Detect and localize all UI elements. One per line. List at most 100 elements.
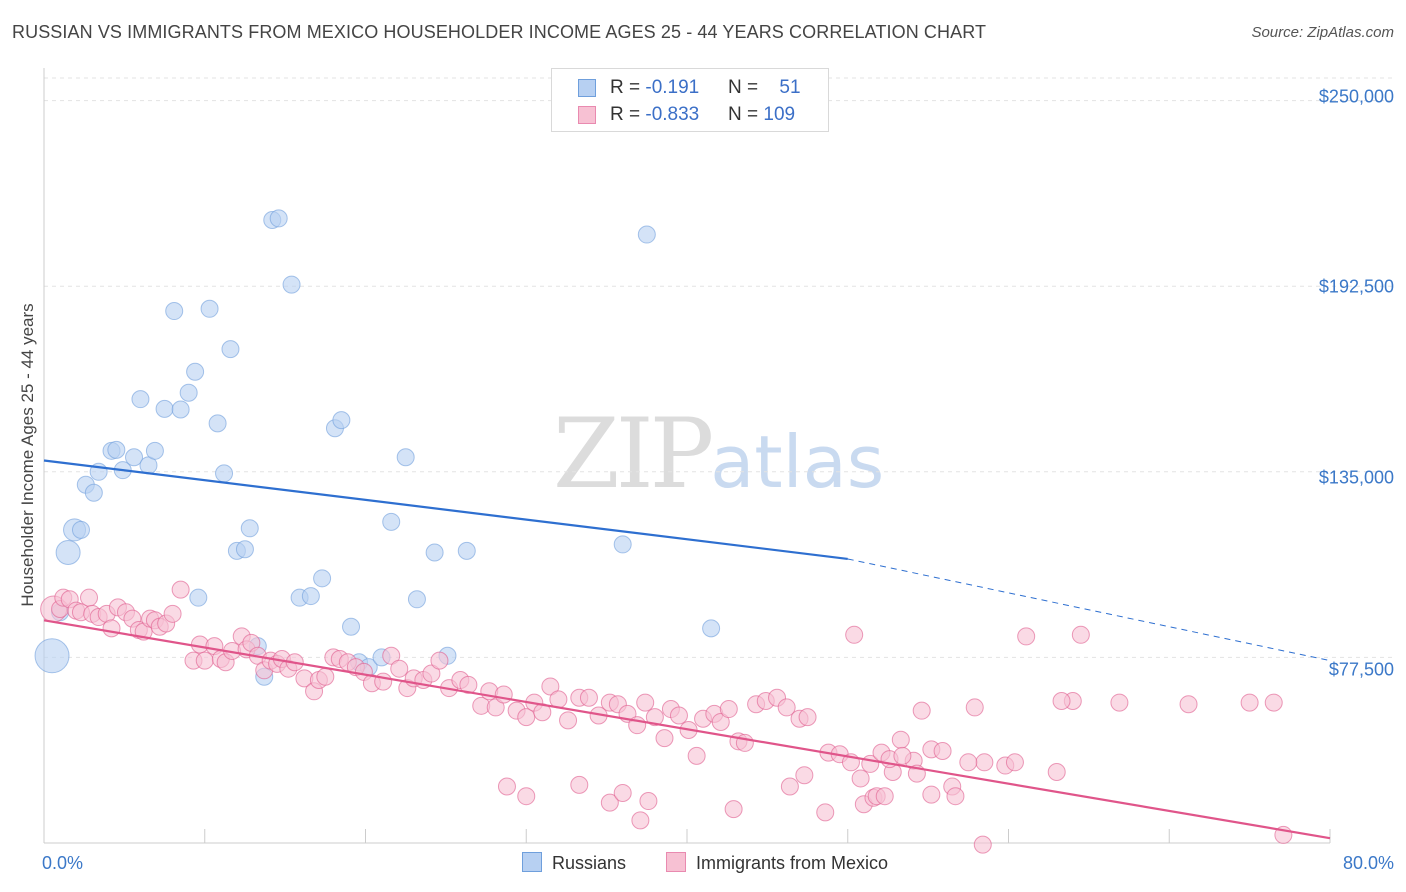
mexico-point xyxy=(316,667,335,686)
mexico-point xyxy=(1005,753,1024,772)
watermark-zip: ZIP xyxy=(553,398,714,510)
mexico-point xyxy=(1240,693,1259,712)
russians-point xyxy=(407,590,426,609)
mexico-point xyxy=(946,787,965,806)
mexico-point xyxy=(891,730,910,749)
mexico-point xyxy=(486,698,505,717)
mexico-point xyxy=(631,811,650,830)
legend-n-label: N = xyxy=(728,77,764,98)
legend-n-value: 109 xyxy=(763,104,796,125)
mexico-point xyxy=(780,777,799,796)
watermark: ZIPatlas xyxy=(553,398,884,510)
mexico-point xyxy=(959,753,978,772)
mexico-point xyxy=(382,646,401,665)
y-axis-label: Householder Income Ages 25 - 44 years xyxy=(18,303,37,607)
legend-swatch-russians xyxy=(578,79,596,97)
russians-point xyxy=(165,302,184,321)
legend-swatch-mexico xyxy=(578,106,596,124)
mexico-point xyxy=(570,775,589,794)
chart-title: RUSSIAN VS IMMIGRANTS FROM MEXICO HOUSEH… xyxy=(12,22,987,42)
mexico-point xyxy=(1179,695,1198,714)
x-tick-label: 0.0% xyxy=(42,853,84,873)
mexico-point xyxy=(1071,625,1090,644)
mexico-point xyxy=(494,685,513,704)
mexico-point xyxy=(636,693,655,712)
mexico-point xyxy=(655,729,674,748)
mexico-point xyxy=(163,604,182,623)
russians-point xyxy=(189,588,208,607)
mexico-point xyxy=(613,783,632,802)
russians-point xyxy=(179,383,198,402)
russians-point xyxy=(34,638,70,674)
russians-point xyxy=(457,541,476,560)
mexico-point xyxy=(1017,627,1036,646)
legend-n-value: 51 xyxy=(779,77,801,98)
mexico-point xyxy=(195,651,214,670)
mexico-point xyxy=(517,787,536,806)
mexico-point xyxy=(845,625,864,644)
russians-point xyxy=(208,414,227,433)
russians-point xyxy=(235,540,254,559)
russians-point xyxy=(240,519,259,538)
russians-point xyxy=(125,448,144,467)
mexico-point xyxy=(719,700,738,719)
mexico-point xyxy=(1047,762,1066,781)
russians-point xyxy=(282,275,301,294)
russians-trend-line xyxy=(43,459,848,561)
mexico-point xyxy=(912,701,931,720)
y-tick-label: $77,500 xyxy=(1328,659,1394,680)
russians-point xyxy=(131,390,150,409)
mexico-point xyxy=(973,835,992,854)
russians-point xyxy=(84,483,103,502)
legend: R = -0.191 N = 51 R = -0.833 N = 109 xyxy=(551,68,829,132)
mexico-trend-line xyxy=(43,619,1331,840)
legend-r-value: -0.191 xyxy=(645,77,700,98)
mexico-point xyxy=(645,708,664,727)
x-tick-label: 80.0% xyxy=(1342,853,1394,873)
mexico-point xyxy=(933,742,952,761)
russians-point xyxy=(702,619,721,638)
mexico-point xyxy=(922,785,941,804)
russians-point xyxy=(269,209,288,228)
bottom-legend-label: Russians xyxy=(552,853,627,873)
mexico-point xyxy=(600,793,619,812)
mexico-point xyxy=(851,769,870,788)
y-tick-label: $250,000 xyxy=(1318,86,1394,107)
russians-point xyxy=(171,400,190,419)
mexico-point xyxy=(80,588,99,607)
russians-point xyxy=(382,512,401,531)
russians-point xyxy=(71,520,90,539)
mexico-point xyxy=(559,711,578,730)
mexico-point xyxy=(669,706,688,725)
bottom-legend-swatch-russians xyxy=(522,852,542,872)
mexico-point xyxy=(422,664,441,683)
mexico-point xyxy=(541,677,560,696)
russians-point xyxy=(637,225,656,244)
russians-point xyxy=(221,340,240,359)
bottom-legend-swatch-mexico xyxy=(666,852,686,872)
bottom-legend-russians: Russians xyxy=(522,852,626,874)
mexico-point xyxy=(975,753,994,772)
mexico-point xyxy=(430,651,449,670)
mexico-point xyxy=(1110,693,1129,712)
mexico-point xyxy=(893,746,912,765)
mexico-point xyxy=(102,619,121,638)
mexico-point xyxy=(816,803,835,822)
russians-point xyxy=(145,441,164,460)
bottom-legend-label: Immigrants from Mexico xyxy=(696,853,889,873)
mexico-point xyxy=(171,580,190,599)
russians-trend-extension xyxy=(847,558,1331,662)
russians-point xyxy=(425,543,444,562)
mexico-point xyxy=(639,792,658,811)
russians-point xyxy=(55,539,81,565)
russians-point xyxy=(613,535,632,554)
russians-point xyxy=(301,587,320,606)
russians-point xyxy=(342,617,361,636)
mexico-point xyxy=(724,800,743,819)
mexico-point xyxy=(390,659,409,678)
mexico-point xyxy=(497,777,516,796)
legend-n-label: N = xyxy=(728,104,764,125)
y-tick-label: $135,000 xyxy=(1318,467,1394,488)
russians-point xyxy=(332,411,351,430)
